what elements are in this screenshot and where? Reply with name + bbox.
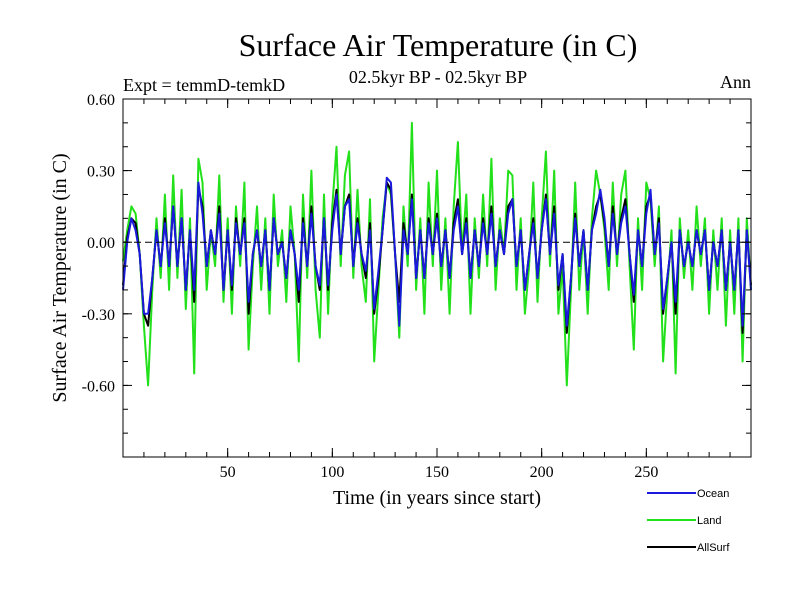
left-label: Expt = temmD-temkD	[123, 75, 285, 95]
x-tick-label: 100	[320, 464, 344, 481]
legend-label-ocean: Ocean	[697, 488, 729, 500]
legend-label-allsurf: AllSurf	[697, 542, 730, 554]
y-tick-label: 0.00	[87, 235, 115, 252]
y-tick-label: -0.60	[82, 378, 115, 395]
y-tick-label: -0.30	[82, 307, 115, 324]
y-axis-label: Surface Air Temperature (in C)	[49, 153, 71, 402]
x-tick-label: 250	[634, 464, 658, 481]
x-tick-label: 150	[425, 464, 449, 481]
ticks-layer: 0.60 0.30 0.00 -0.30 -0.60 50 100 150 200 250	[82, 92, 751, 481]
right-label: Ann	[720, 72, 751, 92]
series-layer	[122, 121, 752, 387]
series-line-ocean	[122, 176, 752, 327]
x-axis-label: Time (in years since start)	[333, 487, 541, 509]
plot-frame	[122, 98, 752, 458]
y-tick-label: 0.60	[87, 92, 115, 109]
y-tick-label: 0.30	[87, 164, 115, 181]
x-tick-label: 50	[220, 464, 236, 481]
chart-subtitle: 02.5kyr BP - 02.5kyr BP	[349, 67, 527, 87]
x-tick-label: 200	[530, 464, 554, 481]
legend: Ocean Land AllSurf	[647, 488, 730, 554]
series-line-land	[122, 121, 752, 387]
chart-title: Surface Air Temperature (in C)	[239, 27, 638, 63]
legend-label-land: Land	[697, 515, 721, 527]
